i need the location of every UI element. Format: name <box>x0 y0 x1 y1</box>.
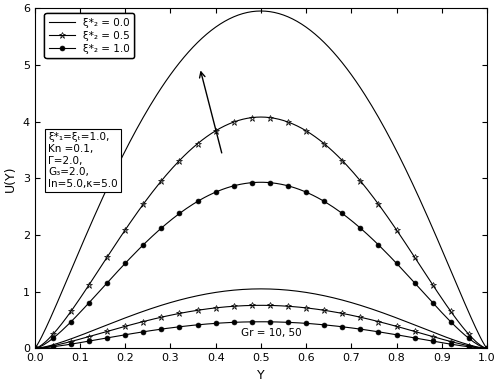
Text: ξ*₁=ξₜ=1.0,
Kn =0.1,
Γ=2.0,
G₃=2.0,
ln=5.0,κ=5.0: ξ*₁=ξₜ=1.0, Kn =0.1, Γ=2.0, G₃=2.0, ln=5… <box>48 132 118 189</box>
X-axis label: Y: Y <box>257 369 264 382</box>
Legend: ξ*₂ = 0.0, ξ*₂ = 0.5, ξ*₂ = 1.0: ξ*₂ = 0.0, ξ*₂ = 0.5, ξ*₂ = 1.0 <box>44 14 134 58</box>
Y-axis label: U(Y): U(Y) <box>4 165 17 191</box>
Text: Gr = 10, 50: Gr = 10, 50 <box>240 328 301 338</box>
